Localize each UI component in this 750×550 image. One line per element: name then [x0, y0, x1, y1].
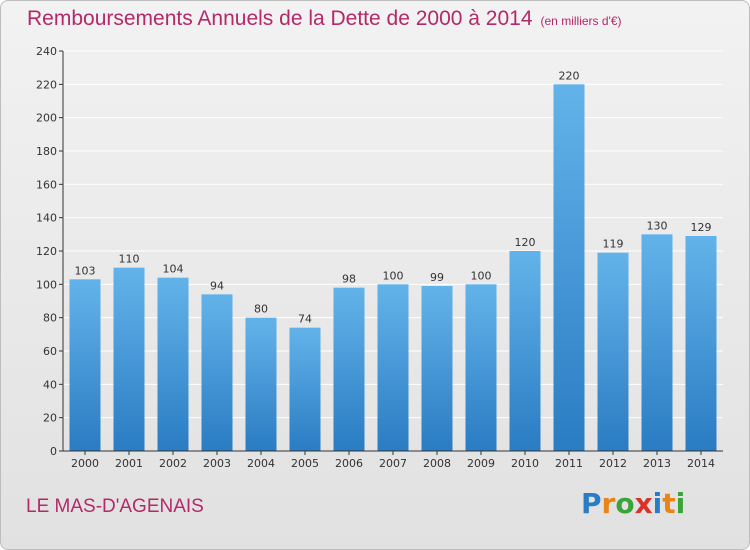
x-tick-label: 2004 — [247, 457, 275, 470]
logo-letter: r — [601, 487, 616, 520]
bar — [465, 284, 497, 451]
x-tick-label: 2008 — [423, 457, 451, 470]
logo-letter: P — [581, 487, 602, 520]
y-tick-label: 0 — [50, 445, 57, 458]
data-label: 100 — [471, 269, 492, 282]
x-tick-label: 2014 — [687, 457, 715, 470]
data-label: 99 — [430, 271, 444, 284]
y-tick-label: 60 — [43, 345, 57, 358]
logo-letter: t — [662, 487, 676, 520]
y-tick-label: 140 — [36, 212, 57, 225]
x-tick-label: 2009 — [467, 457, 495, 470]
logo-letter: i — [675, 487, 686, 520]
y-tick-label: 20 — [43, 412, 57, 425]
x-tick-label: 2013 — [643, 457, 671, 470]
y-tick-label: 240 — [36, 45, 57, 58]
data-label: 103 — [75, 264, 96, 277]
logo-letter: i — [652, 487, 663, 520]
bar — [333, 287, 365, 451]
bar — [377, 284, 409, 451]
proxiti-logo: Proxiti — [581, 487, 685, 520]
data-label: 119 — [603, 238, 624, 251]
bar — [597, 252, 629, 451]
y-tick-label: 220 — [36, 78, 57, 91]
data-label: 120 — [515, 236, 536, 249]
x-tick-label: 2012 — [599, 457, 627, 470]
data-label: 130 — [647, 219, 668, 232]
logo-letter: o — [615, 487, 635, 520]
chart-title-text: Remboursements Annuels de la Dette de 20… — [27, 7, 533, 30]
bar — [113, 267, 145, 451]
data-label: 74 — [298, 313, 312, 326]
bar-layer: 103 110 104 94 80 74 98 100 99 100 120 220 119 130 129 — [69, 69, 717, 451]
bar — [641, 234, 673, 451]
bar — [553, 84, 585, 451]
x-tick-label: 2000 — [71, 457, 99, 470]
bar — [201, 294, 233, 451]
x-tick-label: 2010 — [511, 457, 539, 470]
bar — [289, 327, 321, 451]
x-tick-label: 2007 — [379, 457, 407, 470]
x-tick-label: 2005 — [291, 457, 319, 470]
chart-title: Remboursements Annuels de la Dette de 20… — [27, 7, 622, 31]
y-tick-label: 180 — [36, 145, 57, 158]
x-tick-label: 2006 — [335, 457, 363, 470]
x-tick-label: 2001 — [115, 457, 143, 470]
town-name: LE MAS-D'AGENAIS — [26, 496, 204, 517]
bar — [421, 286, 453, 451]
bar — [685, 236, 717, 451]
data-label: 104 — [163, 263, 184, 276]
data-label: 94 — [210, 279, 224, 292]
x-tick-label: 2011 — [555, 457, 583, 470]
x-tick-label: 2003 — [203, 457, 231, 470]
data-label: 220 — [559, 69, 580, 82]
data-label: 98 — [342, 273, 356, 286]
y-tick-label: 160 — [36, 178, 57, 191]
data-label: 110 — [119, 253, 140, 266]
logo-letter: x — [634, 487, 653, 520]
bar — [509, 251, 541, 451]
chart-subtitle: (en milliers d'€) — [540, 14, 622, 28]
bar — [157, 277, 189, 451]
data-label: 80 — [254, 303, 268, 316]
x-tick-label: 2002 — [159, 457, 187, 470]
data-label: 129 — [691, 221, 712, 234]
axis-layer: 0 20 40 60 80 100 120 140 160 180 200 220 240 2000 200… — [36, 45, 723, 470]
y-tick-label: 100 — [36, 278, 57, 291]
bar — [245, 317, 277, 451]
y-tick-label: 40 — [43, 378, 57, 391]
bar — [69, 279, 101, 451]
y-tick-label: 200 — [36, 112, 57, 125]
data-label: 100 — [383, 269, 404, 282]
y-tick-label: 80 — [43, 312, 57, 325]
y-tick-label: 120 — [36, 245, 57, 258]
